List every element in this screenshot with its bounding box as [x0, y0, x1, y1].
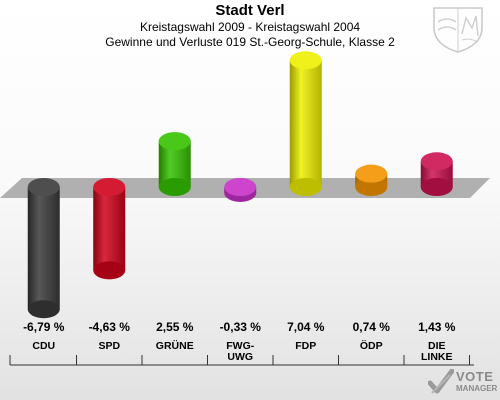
- bar-body: [27, 187, 60, 310]
- bar-bottom-cap: [27, 300, 60, 319]
- logo-vote-text: VOTE: [456, 369, 494, 384]
- bar-cdu: [27, 178, 60, 319]
- category-label: UWG: [227, 351, 253, 363]
- bar-body: [93, 187, 126, 271]
- bar-top-cap: [224, 178, 257, 196]
- bar-top-cap: [289, 51, 322, 70]
- chart-title: Stadt Verl: [215, 2, 285, 19]
- logo-manager-text: MANAGER: [456, 384, 498, 393]
- bar-top-cap: [158, 132, 191, 151]
- coat-of-arms-icon: [433, 7, 483, 53]
- bar-body: [289, 60, 322, 187]
- category-label: CDU: [32, 340, 55, 352]
- chart-subtitle: Kreistagswahl 2009 - Kreistagswahl 2004: [139, 20, 361, 34]
- vote-manager-logo: VOTE MANAGER: [428, 368, 500, 398]
- bar-bottom-cap: [420, 178, 453, 196]
- category-label: FWG-: [226, 340, 254, 352]
- bar-bottom-cap: [93, 261, 126, 280]
- bar-spd: [93, 178, 126, 280]
- bar-top-cap: [355, 164, 388, 183]
- category-label: ÖDP: [360, 339, 383, 352]
- category-label: GRÜNE: [156, 339, 194, 352]
- value-label: -4,63 %: [89, 320, 131, 334]
- bar-fwg-uwg: [224, 178, 257, 202]
- category-label: FDP: [295, 340, 316, 352]
- bar-fdp: [289, 51, 322, 196]
- chart-subtitle-2: Gewinne und Verluste 019 St.-Georg-Schul…: [105, 35, 395, 49]
- bar-top-cap: [420, 152, 453, 171]
- category-label: SPD: [98, 340, 120, 352]
- value-label: -6,79 %: [23, 320, 65, 334]
- bar--dp: [355, 164, 388, 196]
- chart-header: Stadt Verl Kreistagswahl 2009 - Kreistag…: [0, 2, 500, 50]
- value-label: 1,43 %: [418, 320, 456, 334]
- bar-top-cap: [27, 178, 60, 196]
- bar-gr-ne: [158, 132, 191, 196]
- bar-bottom-cap: [289, 178, 322, 196]
- bar-bottom-cap: [355, 178, 388, 196]
- category-label: DIE: [428, 340, 446, 352]
- value-label: 2,55 %: [156, 320, 194, 334]
- value-label: 7,04 %: [287, 320, 325, 334]
- bar-die-linke: [420, 152, 453, 196]
- bar-top-cap: [93, 178, 126, 196]
- checkmark-icon: [428, 369, 454, 394]
- value-label: 0,74 %: [353, 320, 391, 334]
- bar-bottom-cap: [158, 178, 191, 196]
- value-label: -0,33 %: [220, 320, 262, 334]
- category-label: LINKE: [421, 351, 453, 363]
